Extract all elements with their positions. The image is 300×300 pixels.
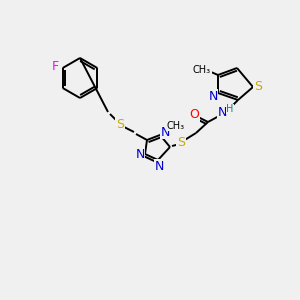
Text: CH₃: CH₃ xyxy=(167,121,185,131)
Text: N: N xyxy=(208,89,218,103)
Text: S: S xyxy=(177,136,185,149)
Text: N: N xyxy=(154,160,164,172)
Text: S: S xyxy=(116,118,124,130)
Text: CH₃: CH₃ xyxy=(193,65,211,75)
Text: N: N xyxy=(135,148,145,160)
Text: N: N xyxy=(160,125,170,139)
Text: N: N xyxy=(217,106,227,118)
Text: O: O xyxy=(189,109,199,122)
Text: F: F xyxy=(52,61,59,74)
Text: S: S xyxy=(254,80,262,94)
Text: H: H xyxy=(226,104,234,114)
